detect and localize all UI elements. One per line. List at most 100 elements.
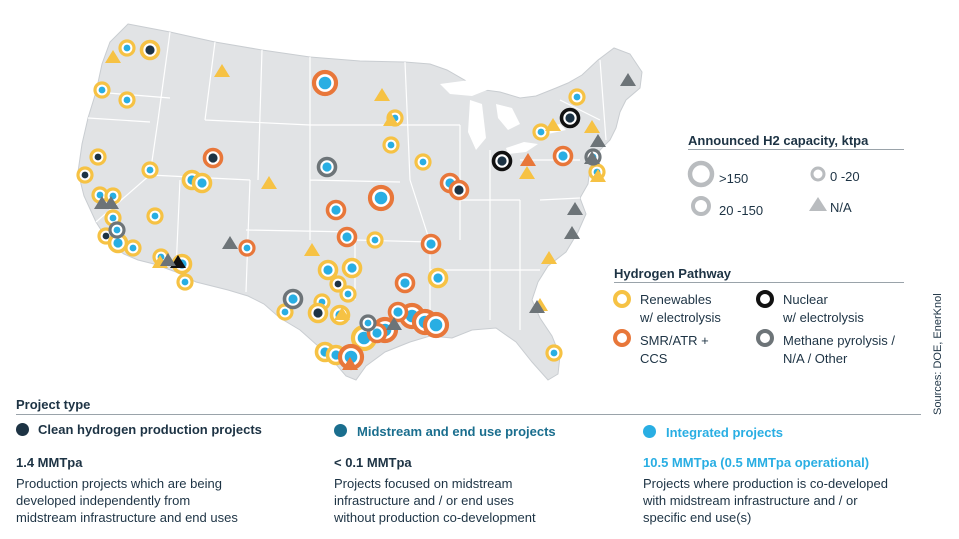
methane-capacity-na-marker [567, 202, 583, 215]
integrated-project-dot [347, 263, 357, 273]
integrated-project-dot [342, 232, 352, 242]
integrated-project-dot [322, 162, 332, 172]
integrated-project-dot [433, 273, 443, 283]
renewables-capacity-na-marker [105, 50, 121, 63]
production-project-dot [102, 232, 110, 240]
methane-capacity-na-marker [620, 73, 636, 86]
capacity-label-na: N/A [830, 200, 852, 215]
integrated-project-dot [98, 86, 106, 94]
capacity-label-large: >150 [719, 171, 749, 186]
renewables-ring-icon [613, 290, 631, 308]
integrated-project-dot [129, 244, 137, 252]
integrated-project-dot [331, 205, 341, 215]
integrated-project-dot [429, 318, 443, 332]
project-type-rule [16, 414, 921, 415]
methane-capacity-na-marker [584, 151, 600, 164]
medium-ring-icon [691, 196, 711, 216]
production-project-dot [454, 185, 464, 195]
midstream-heading: Midstream and end use projects [357, 424, 556, 439]
integrated-project-dot [113, 226, 121, 234]
production-desc-1: Production projects which are being [16, 476, 222, 491]
methane-capacity-na-marker [160, 253, 176, 266]
production-project-dot [208, 153, 218, 163]
smr-capacity-na-marker [342, 357, 358, 370]
capacity-label-small: 0 -20 [830, 169, 860, 184]
renewables-capacity-na-marker [541, 251, 557, 264]
integrated-project-dot [323, 265, 333, 275]
production-project-dot [565, 113, 575, 123]
renewables-capacity-na-marker [261, 176, 277, 189]
integrated-project-dot [318, 76, 332, 90]
pathway-nuclear-line1: Nuclear [783, 292, 828, 307]
integrated-project-dot [123, 44, 131, 52]
integrated-project-dot [550, 349, 558, 357]
pathway-nuclear-line2: w/ electrolysis [783, 310, 864, 325]
renewables-capacity-na-marker [584, 120, 600, 133]
renewables-capacity-na-marker [590, 169, 606, 182]
integrated-project-dot [123, 96, 131, 104]
integrated-project-dot [364, 319, 372, 327]
methane-capacity-na-marker [590, 134, 606, 147]
renewables-capacity-na-marker [334, 307, 350, 320]
production-desc-2: developed independently from [16, 493, 191, 508]
integrated-project-dot [371, 236, 379, 244]
pathway-renewables-line1: Renewables [640, 292, 712, 307]
pathway-renewables-line2: w/ electrolysis [640, 310, 721, 325]
integrated-project-dot [400, 278, 410, 288]
smr-capacity-na-marker [520, 153, 536, 166]
integrated-project-dot [197, 178, 207, 188]
integrated-project-dot [146, 166, 154, 174]
integrated-desc-3: specific end use(s) [643, 510, 752, 525]
pathway-legend-rule [614, 282, 904, 283]
project-type-title: Project type [16, 397, 91, 412]
integrated-project-dot [181, 278, 189, 286]
integrated-value: 10.5 MMTpa (0.5 MMTpa operational) [643, 455, 870, 470]
renewables-capacity-na-marker [374, 88, 390, 101]
methane-capacity-na-marker [529, 300, 545, 313]
integrated-project-dot [109, 214, 117, 222]
production-project-dot [94, 153, 102, 161]
renewables-capacity-na-marker [519, 166, 535, 179]
integrated-project-dot [387, 141, 395, 149]
production-project-dot [145, 45, 155, 55]
pathway-smr-line1: SMR/ATR + [640, 333, 709, 348]
integrated-desc-2: with midstream infrastructure and / or [643, 493, 858, 508]
methane-capacity-na-marker [564, 226, 580, 239]
midstream-desc-1: Projects focused on midstream [334, 476, 513, 491]
pathway-legend-title: Hydrogen Pathway [614, 266, 732, 281]
large-ring-icon [687, 160, 715, 188]
integrated-heading: Integrated projects [666, 425, 784, 440]
integrated-project-dot [537, 128, 545, 136]
nuclear-ring-icon [756, 290, 774, 308]
pathway-methane-line1: Methane pyrolysis / [783, 333, 895, 348]
methane-capacity-na-marker [103, 196, 119, 209]
production-project-dot [334, 280, 342, 288]
integrated-project-dot [281, 308, 289, 316]
production-desc-3: midstream infrastructure and end uses [16, 510, 238, 525]
capacity-legend-rule [688, 149, 904, 150]
integrated-project-dot [243, 244, 251, 252]
midstream-desc-3: without production co-development [334, 510, 536, 525]
renewables-capacity-na-marker [214, 64, 230, 77]
integrated-project-dot [573, 93, 581, 101]
great-lakes [440, 80, 566, 154]
methane-ring-icon [756, 329, 774, 347]
pathway-methane-line2: N/A / Other [783, 351, 848, 366]
renewables-capacity-na-marker [545, 118, 561, 131]
integrated-project-dot [344, 290, 352, 298]
production-project-dot [313, 308, 323, 318]
production-dot-icon [16, 423, 29, 436]
small-ring-icon [810, 166, 826, 182]
production-project-dot [497, 156, 507, 166]
integrated-desc-1: Projects where production is co-develope… [643, 476, 888, 491]
capacity-label-medium: 20 -150 [719, 203, 764, 218]
integrated-project-dot [372, 328, 382, 338]
production-value: 1.4 MMTpa [16, 455, 83, 470]
smr-ring-icon [613, 329, 631, 347]
pathway-smr-line2: CCS [640, 351, 668, 366]
renewables-capacity-na-marker [304, 243, 320, 256]
capacity-legend-title: Announced H2 capacity, ktpa [688, 133, 869, 148]
methane-capacity-na-marker [222, 236, 238, 249]
integrated-project-dot [393, 307, 403, 317]
